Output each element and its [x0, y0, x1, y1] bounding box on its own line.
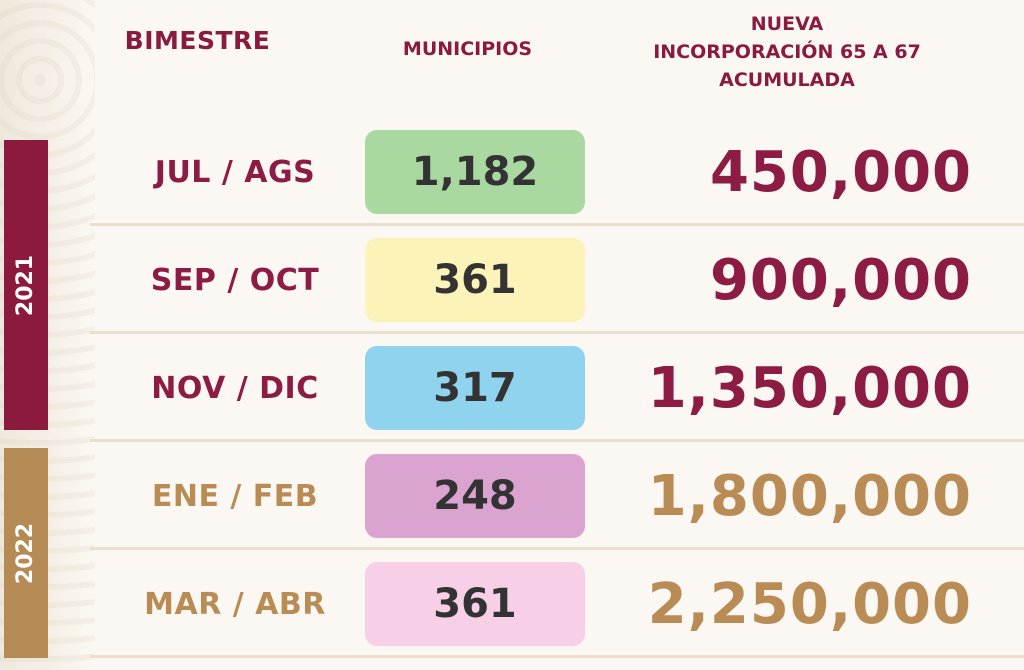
- row-municipios: 248: [365, 454, 585, 538]
- row-municipios: 361: [365, 562, 585, 646]
- year-2022-bar: 2022: [4, 448, 48, 658]
- row-acumulada: 1,350,000: [647, 355, 972, 421]
- year-2021-bar: 2021: [4, 140, 48, 430]
- header-nueva-line-3: ACUMULADA: [719, 69, 855, 91]
- row-bimestre: SEP / OCT: [150, 262, 320, 298]
- table-header: BIMESTRE MUNICIPIOS NUEVA INCORPORACIÓN …: [0, 0, 1024, 115]
- row-bimestre: JUL / AGS: [154, 154, 316, 190]
- header-nueva-line-2: INCORPORACIÓN 65 A 67: [653, 41, 921, 63]
- year-2021-label: 2021: [13, 254, 39, 316]
- row-bimestre: ENE / FEB: [151, 478, 319, 514]
- table-row: JUL / AGS 1,182 450,000: [90, 118, 1024, 226]
- header-nueva-line-1: NUEVA: [750, 13, 824, 35]
- row-bimestre: NOV / DIC: [151, 370, 319, 406]
- table-row: MAR / ABR 361 2,250,000: [90, 550, 1024, 658]
- table-row: ENE / FEB 248 1,800,000: [90, 442, 1024, 550]
- table-row: SEP / OCT 361 900,000: [90, 226, 1024, 334]
- row-municipios: 1,182: [365, 130, 585, 214]
- table-row: NOV / DIC 317 1,350,000: [90, 334, 1024, 442]
- row-acumulada: 900,000: [709, 247, 972, 313]
- row-municipios: 317: [365, 346, 585, 430]
- header-municipios: MUNICIPIOS: [402, 38, 533, 60]
- row-acumulada: 450,000: [709, 139, 972, 205]
- row-bimestre: MAR / ABR: [144, 586, 326, 622]
- header-bimestre: BIMESTRE: [124, 26, 271, 55]
- header-nueva-incorporacion: NUEVA INCORPORACIÓN 65 A 67 ACUMULADA: [612, 10, 962, 94]
- year-2022-label: 2022: [13, 522, 39, 584]
- row-acumulada: 2,250,000: [647, 571, 972, 637]
- row-municipios: 361: [365, 238, 585, 322]
- row-acumulada: 1,800,000: [647, 463, 972, 529]
